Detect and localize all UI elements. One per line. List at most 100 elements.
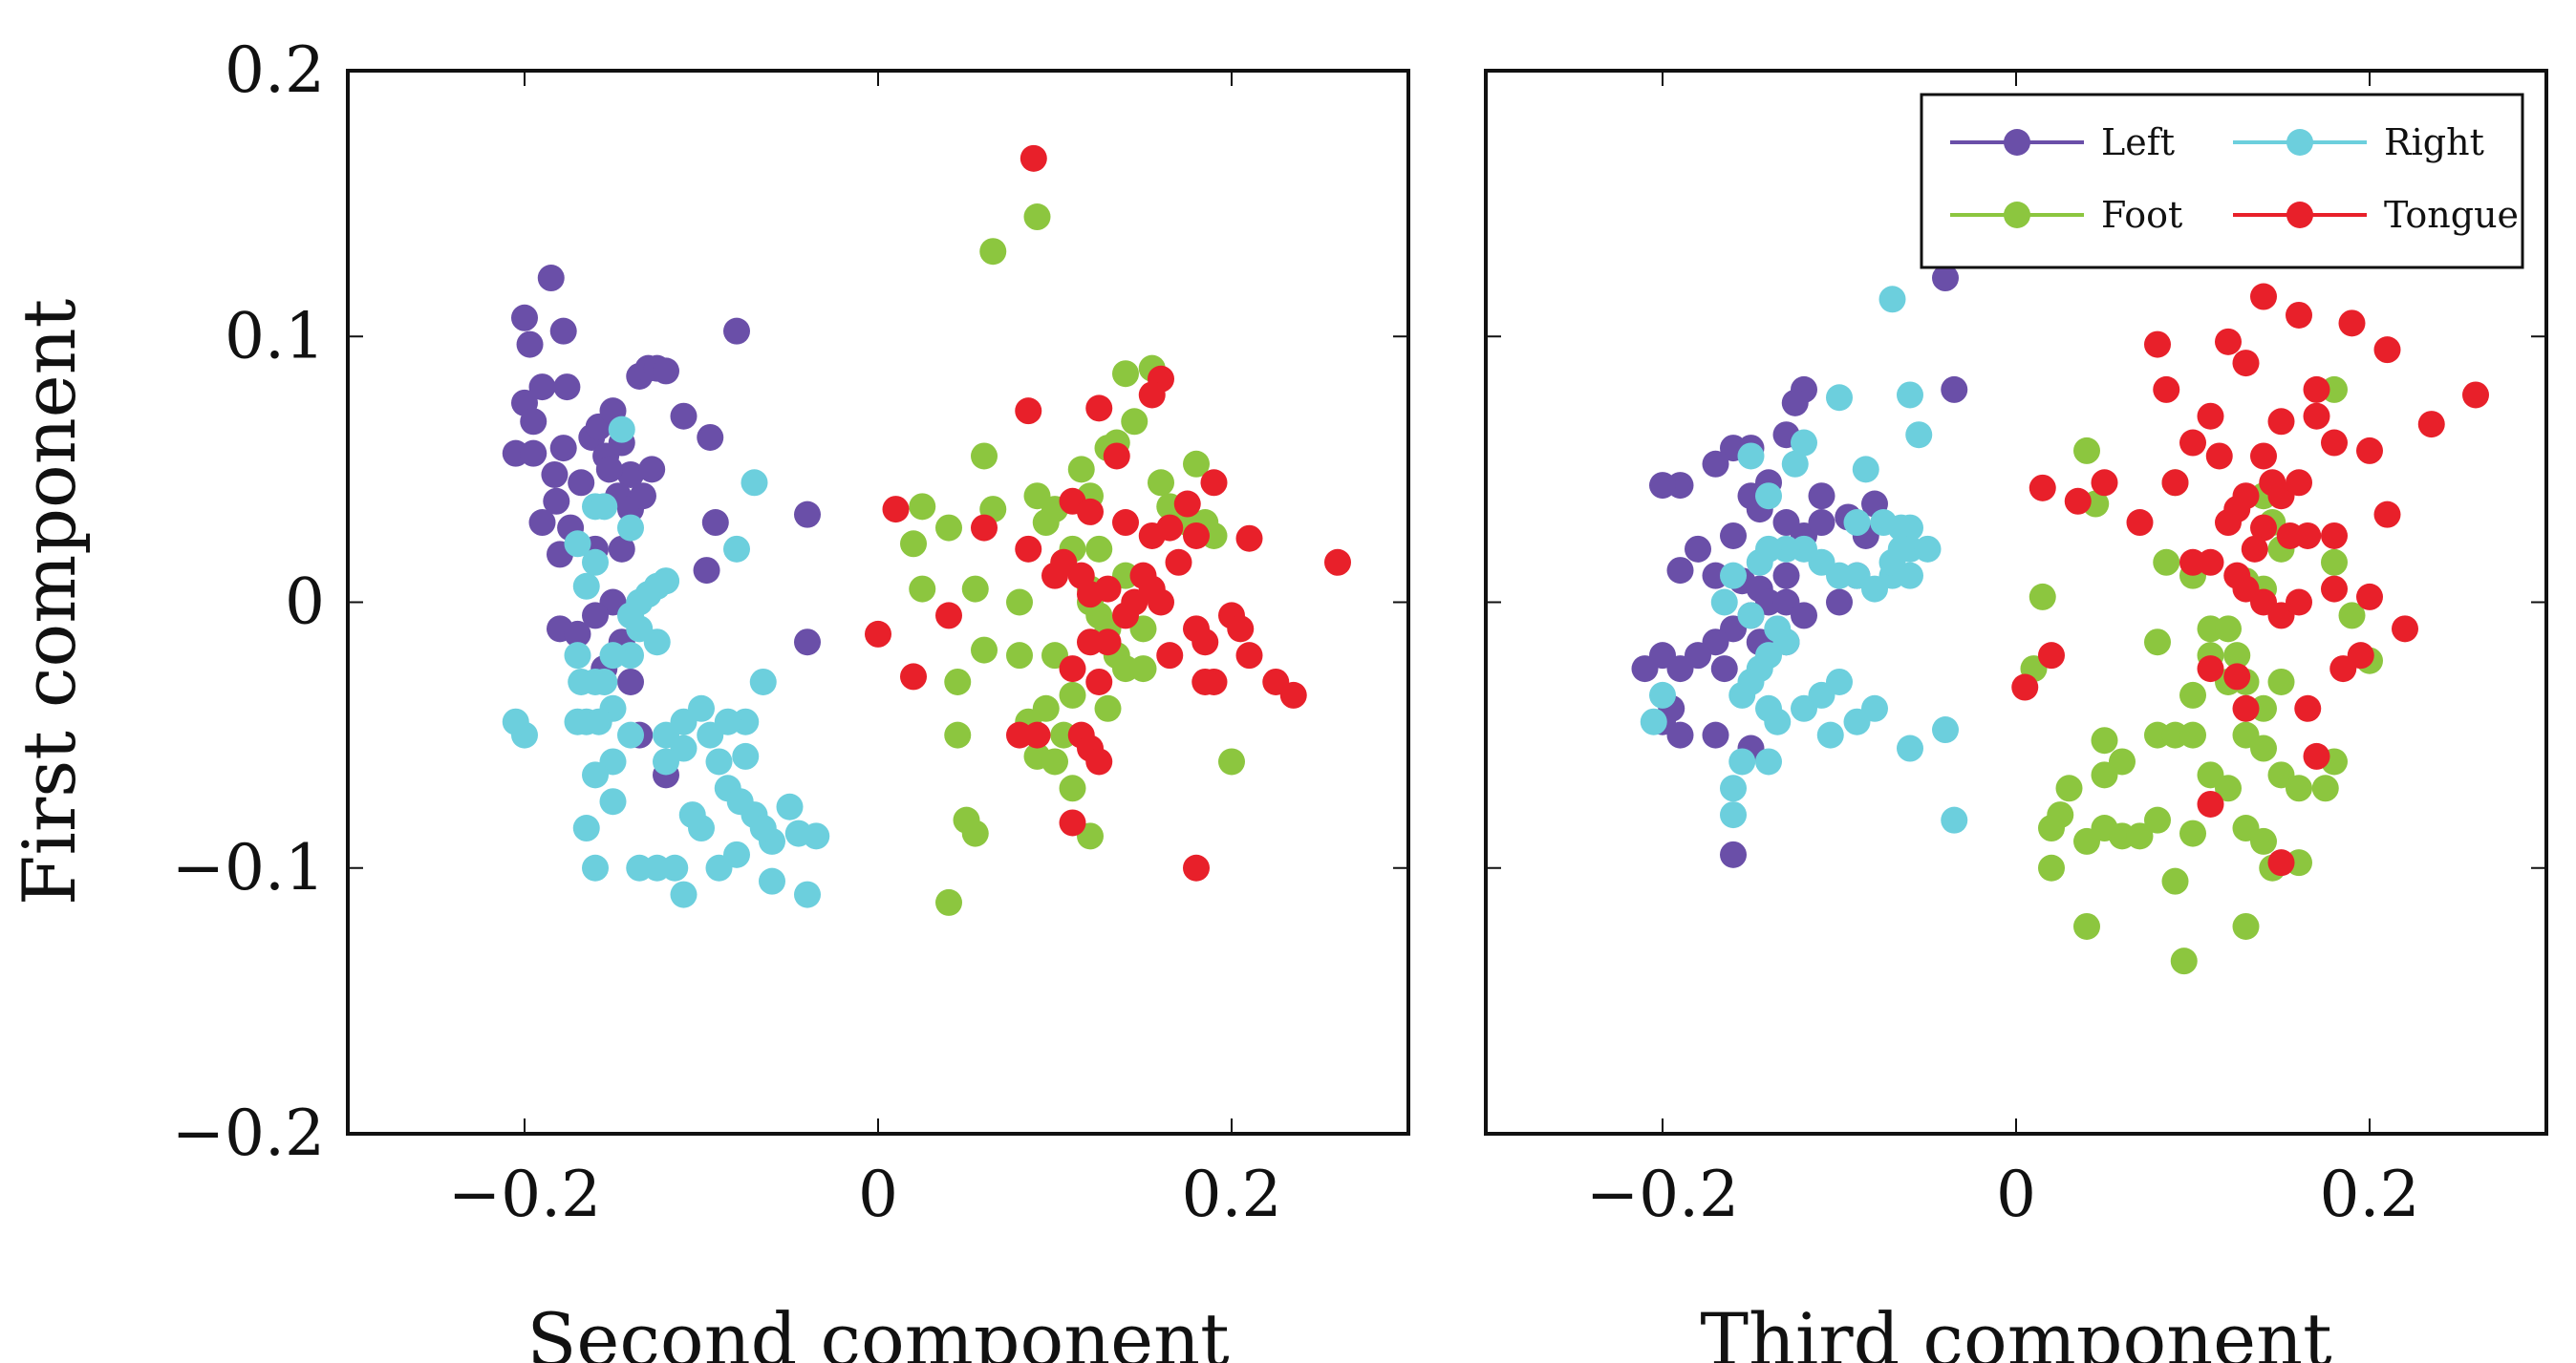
data-point-right xyxy=(617,721,644,749)
data-point-foot xyxy=(1006,642,1033,670)
data-point-foot xyxy=(2321,548,2348,576)
y-tick-label: 0 xyxy=(285,565,325,639)
data-point-right xyxy=(670,881,698,908)
data-point-tongue xyxy=(2294,694,2322,722)
data-point-tongue xyxy=(1103,442,1130,470)
data-point-tongue xyxy=(2329,655,2357,683)
data-point-right xyxy=(599,788,627,816)
data-point-foot xyxy=(2223,642,2251,670)
legend-label-tongue: Tongue xyxy=(2384,194,2519,236)
legend-entry-foot: Foot xyxy=(1950,194,2182,236)
data-point-right xyxy=(732,742,760,770)
series-right xyxy=(1640,286,1968,834)
data-point-tongue xyxy=(2197,790,2224,818)
data-point-foot xyxy=(2161,867,2189,895)
data-point-tongue xyxy=(2356,583,2383,610)
series-tongue xyxy=(2011,283,2489,877)
data-point-right xyxy=(1649,681,1676,709)
data-point-right xyxy=(502,708,529,735)
data-point-foot xyxy=(1121,408,1148,436)
data-point-tongue xyxy=(2250,283,2277,310)
series-tongue xyxy=(865,144,1351,882)
x-tick-label: −0.2 xyxy=(1586,1158,1739,1231)
data-point-tongue xyxy=(2303,742,2330,770)
data-point-tongue xyxy=(2373,336,2401,364)
data-point-left xyxy=(1666,721,1694,749)
data-point-left xyxy=(511,304,538,331)
data-point-foot xyxy=(1059,775,1086,802)
data-point-tongue xyxy=(2286,301,2312,329)
data-point-right xyxy=(1737,602,1765,629)
data-point-tongue xyxy=(1015,535,1042,563)
data-point-left xyxy=(670,402,698,430)
y-tick-label: 0.1 xyxy=(225,299,325,373)
series-right xyxy=(502,415,830,908)
data-point-left xyxy=(1702,721,1729,749)
data-point-tongue xyxy=(2215,509,2242,537)
data-point-tongue xyxy=(2417,411,2445,438)
data-point-tongue xyxy=(2303,375,2330,403)
data-point-foot xyxy=(944,668,972,695)
data-point-tongue xyxy=(1059,655,1086,683)
data-point-right xyxy=(1781,450,1809,478)
data-point-tongue xyxy=(2223,663,2251,691)
data-point-left xyxy=(629,482,656,510)
data-point-right xyxy=(741,469,768,497)
data-point-tongue xyxy=(2303,402,2330,430)
data-point-foot xyxy=(935,888,962,916)
data-point-left xyxy=(1649,472,1676,500)
y-tick-label: −0.1 xyxy=(172,831,325,905)
data-point-foot xyxy=(2179,721,2206,749)
data-point-tongue xyxy=(2215,328,2242,355)
data-point-left xyxy=(1720,522,1747,549)
data-point-left xyxy=(701,509,729,537)
data-point-right xyxy=(1710,588,1738,616)
data-point-tongue xyxy=(2205,442,2233,470)
y-tick-label: 0.2 xyxy=(225,33,325,107)
data-point-tongue xyxy=(2038,642,2065,670)
x-axis-title: Third component xyxy=(1700,1297,2331,1363)
data-point-tongue xyxy=(1059,809,1086,837)
data-point-right xyxy=(590,493,618,521)
data-point-foot xyxy=(1006,588,1033,616)
data-point-right xyxy=(568,668,595,695)
data-point-tongue xyxy=(1020,144,1047,172)
series-left xyxy=(502,265,821,789)
data-point-tongue xyxy=(2241,535,2268,563)
data-point-tongue xyxy=(1156,514,1184,542)
data-point-foot xyxy=(2215,615,2242,643)
data-point-foot xyxy=(2179,681,2206,709)
data-point-left xyxy=(608,535,635,563)
data-point-tongue xyxy=(2356,437,2383,464)
legend-label-foot: Foot xyxy=(2101,194,2182,236)
data-point-tongue xyxy=(1200,469,1228,497)
data-point-tongue xyxy=(865,620,891,648)
data-point-tongue xyxy=(1077,628,1104,656)
chart-panel-third-component: −0.2 0 0.2 Third component Left Right Foot To… xyxy=(1484,69,2548,1363)
data-point-left xyxy=(1932,265,1959,292)
data-point-left xyxy=(1685,535,1711,563)
plot-frame xyxy=(346,69,1410,1136)
data-point-right xyxy=(564,530,591,558)
series-foot xyxy=(900,203,1245,916)
data-point-tongue xyxy=(1015,397,1042,425)
legend-marker-right xyxy=(2286,129,2313,156)
data-point-foot xyxy=(935,514,962,542)
y-axis-title: First component xyxy=(7,299,92,905)
plot-frame xyxy=(1484,69,2548,1136)
data-point-tongue xyxy=(882,496,910,523)
data-point-right xyxy=(1897,381,1923,409)
data-point-foot xyxy=(1218,748,1245,776)
data-point-tongue xyxy=(1138,381,1166,409)
data-point-left xyxy=(543,487,570,515)
data-point-right xyxy=(572,815,600,842)
y-tick-label: −0.2 xyxy=(172,1097,325,1170)
data-point-left xyxy=(794,628,821,656)
chart-panel-second-component: −0.2 0 0.2 −0.2 −0.1 0 0.1 0.2 Second componen… xyxy=(7,33,1410,1363)
data-point-foot xyxy=(2267,668,2295,695)
data-point-tongue xyxy=(1085,748,1113,776)
data-point-foot xyxy=(2170,948,2198,975)
data-point-left xyxy=(1772,562,1800,589)
data-point-right xyxy=(1887,535,1915,563)
legend-marker-tongue xyxy=(2286,202,2313,228)
